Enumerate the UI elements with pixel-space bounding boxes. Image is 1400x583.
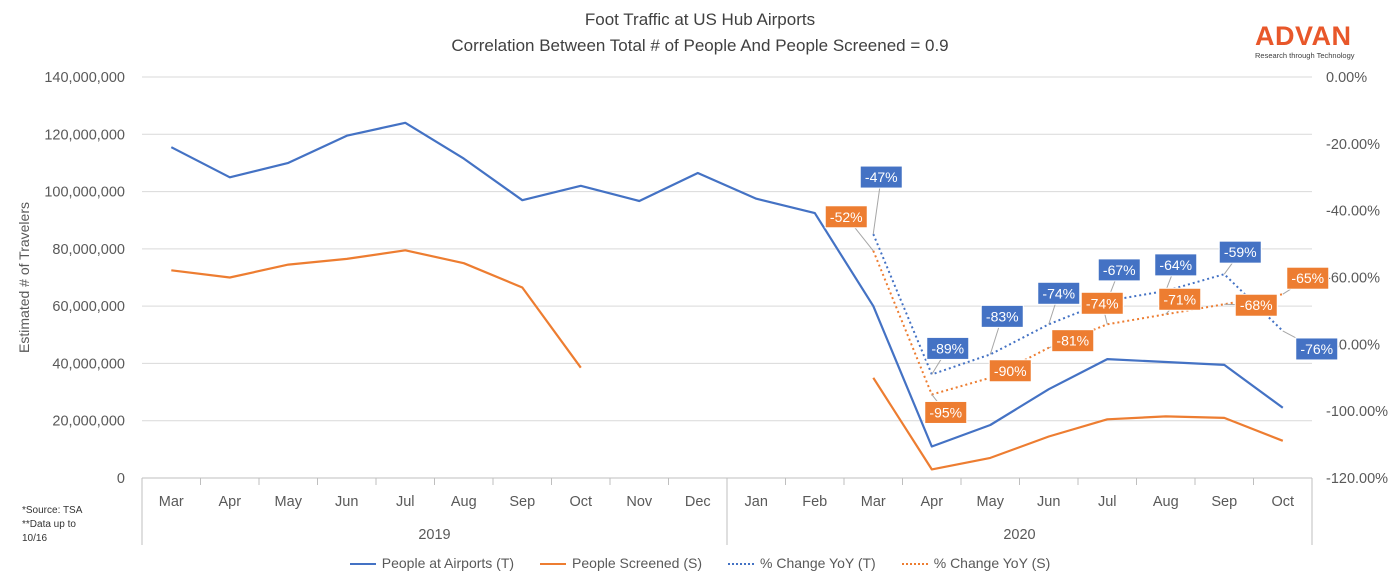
y2-tick-label: -100.00%	[1326, 404, 1388, 420]
data-label: -64%	[1159, 257, 1192, 273]
series-line	[872, 377, 1284, 471]
brand-name: ADVAN	[1255, 21, 1352, 51]
x-tick-label: Jul	[1098, 494, 1117, 510]
x-tick-label: Sep	[1211, 494, 1237, 510]
y-tick-label: 40,000,000	[52, 356, 125, 372]
data-label: -52%	[830, 209, 863, 225]
x-tick-label: Oct	[569, 494, 592, 510]
chart-title: Foot Traffic at US Hub Airports	[584, 10, 816, 29]
data-label: -74%	[1086, 295, 1119, 311]
y-tick-label: 140,000,000	[44, 70, 125, 86]
series-line	[872, 233, 1284, 376]
data-label-box	[924, 400, 968, 424]
y2-tick-label: -80.00%	[1326, 337, 1380, 353]
x-tick-label: Mar	[861, 494, 886, 510]
x-tick-label: Feb	[802, 494, 827, 510]
x-tick-label: Oct	[1271, 494, 1294, 510]
data-label: -65%	[1291, 270, 1324, 286]
brand-logo: ADVAN Research through Technology	[1255, 22, 1355, 60]
y2-tick-label: -20.00%	[1326, 137, 1380, 153]
series-line	[171, 249, 582, 369]
y-tick-label: 20,000,000	[52, 414, 125, 430]
data-label: -74%	[1042, 285, 1075, 301]
data-label: -47%	[865, 169, 898, 185]
legend-swatch	[901, 563, 928, 566]
y-tick-label: 60,000,000	[52, 299, 125, 315]
chart-legend: People at Airports (T) People Screened (S…	[0, 555, 1400, 571]
legend-swatch	[728, 563, 755, 566]
data-label-box	[1051, 329, 1095, 353]
data-label: -71%	[1163, 291, 1196, 307]
y2-tick-label: -120.00%	[1326, 471, 1388, 487]
data-label-box	[859, 165, 903, 189]
legend-label: % Change YoY (S)	[933, 555, 1051, 571]
y2-tick-label: 0.00%	[1326, 70, 1367, 86]
data-label-box	[1097, 258, 1141, 282]
legend-label: People at Airports (T)	[381, 555, 515, 571]
legend-item: People Screened (S)	[540, 555, 702, 571]
x-tick-label: Jun	[1037, 494, 1060, 510]
data-label-box	[988, 359, 1032, 383]
group-label: 2020	[1003, 527, 1035, 543]
data-label: -67%	[1103, 262, 1136, 278]
group-label: 2019	[418, 527, 450, 543]
data-label: -76%	[1300, 341, 1333, 357]
data-label: -81%	[1056, 333, 1089, 349]
x-tick-label: Jul	[396, 494, 415, 510]
y-tick-label: 120,000,000	[44, 127, 125, 143]
legend-item: % Change YoY (T)	[728, 555, 876, 571]
x-tick-label: Apr	[920, 494, 943, 510]
y-axis-label: Estimated # of Travelers	[16, 202, 32, 353]
footnote-line: **Data up to	[22, 519, 76, 530]
x-tick-label: Aug	[451, 494, 477, 510]
footnote-line: *Source: TSA	[22, 505, 83, 516]
data-label-box	[980, 304, 1024, 328]
legend-swatch	[540, 563, 567, 566]
series-line	[170, 121, 1284, 448]
y2-tick-label: -40.00%	[1326, 204, 1380, 220]
x-tick-label: May	[977, 494, 1005, 510]
x-tick-label: Dec	[685, 494, 711, 510]
legend-item: % Change YoY (S)	[901, 555, 1051, 571]
data-label: -95%	[929, 404, 962, 420]
chart-subtitle: Correlation Between Total # of People An…	[451, 36, 949, 55]
data-label-box	[824, 205, 868, 229]
data-label-box	[1037, 281, 1081, 305]
y2-tick-label: -60.00%	[1326, 271, 1380, 287]
legend-label: % Change YoY (T)	[760, 555, 876, 571]
legend-label: People Screened (S)	[572, 555, 703, 571]
x-tick-label: Mar	[159, 494, 184, 510]
data-label: -90%	[994, 363, 1027, 379]
series-line	[872, 250, 1283, 396]
data-label-box	[1154, 253, 1198, 277]
x-tick-label: Apr	[218, 494, 241, 510]
x-tick-label: Jan	[745, 494, 768, 510]
data-label-box	[1286, 266, 1330, 290]
brand-tagline: Research through Technology	[1255, 51, 1355, 60]
y-tick-label: 100,000,000	[44, 185, 125, 201]
legend-item: People at Airports (T)	[349, 555, 515, 571]
data-label-box	[1218, 240, 1262, 264]
legend-swatch	[349, 563, 376, 566]
data-label-box	[1234, 293, 1278, 317]
x-tick-label: Jun	[335, 494, 358, 510]
data-label: -83%	[986, 308, 1019, 324]
data-label-box	[1295, 337, 1339, 361]
footnotes: *Source: TSA **Data up to 10/16	[22, 504, 82, 546]
y-tick-label: 0	[117, 471, 125, 487]
x-tick-label: May	[275, 494, 303, 510]
x-tick-label: Sep	[509, 494, 535, 510]
y-tick-label: 80,000,000	[52, 242, 125, 258]
data-label: -68%	[1240, 297, 1273, 313]
data-label: -59%	[1224, 244, 1257, 260]
data-label-box	[1080, 291, 1124, 315]
data-label-box	[926, 336, 970, 360]
x-tick-label: Aug	[1153, 494, 1179, 510]
data-label: -89%	[931, 340, 964, 356]
x-tick-label: Nov	[626, 494, 653, 510]
data-label-box	[1158, 287, 1202, 311]
footnote-line: 10/16	[22, 533, 48, 544]
